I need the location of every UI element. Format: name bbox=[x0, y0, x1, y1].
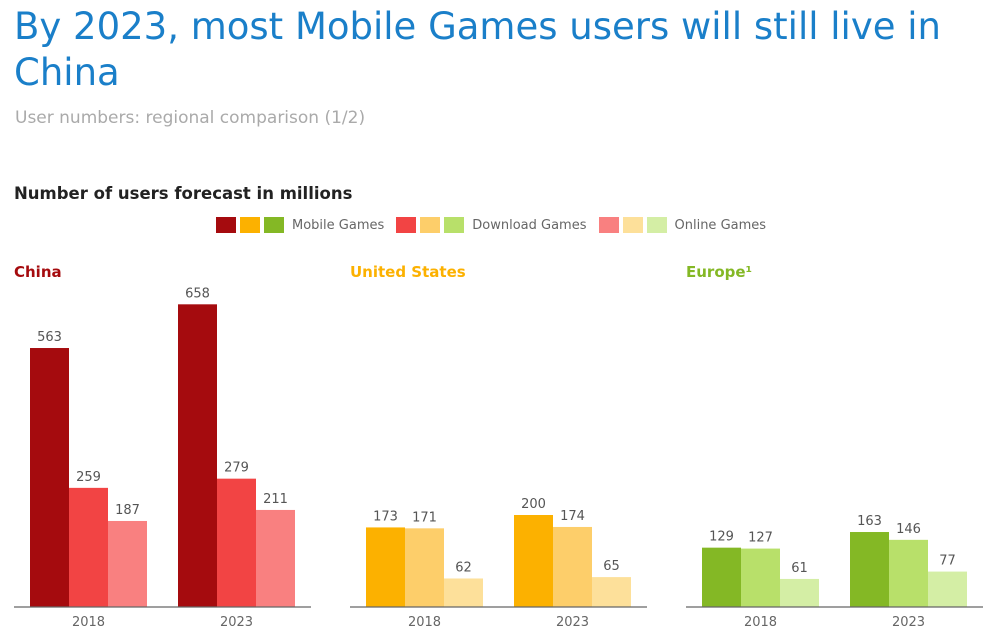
data-label: 259 bbox=[76, 470, 101, 485]
page-subtitle: User numbers: regional comparison (1/2) bbox=[15, 108, 366, 128]
bar bbox=[702, 547, 741, 607]
legend-label: Online Games bbox=[674, 217, 767, 233]
bar bbox=[514, 515, 553, 607]
data-label: 200 bbox=[521, 497, 546, 512]
bar bbox=[178, 304, 217, 607]
x-tick-label: 2023 bbox=[220, 615, 253, 630]
chart-title: Number of users forecast in millions bbox=[14, 184, 353, 203]
legend-swatch bbox=[396, 217, 417, 233]
bar bbox=[741, 548, 780, 607]
data-label: 65 bbox=[603, 559, 620, 574]
data-label: 77 bbox=[939, 554, 956, 569]
bar bbox=[850, 532, 889, 607]
bar bbox=[444, 578, 483, 607]
legend-swatch bbox=[216, 217, 236, 233]
data-label: 658 bbox=[185, 286, 210, 301]
legend-swatch bbox=[420, 217, 441, 233]
bar bbox=[366, 527, 405, 607]
legend-label: Download Games bbox=[472, 217, 587, 233]
panel-title: United States bbox=[350, 263, 466, 281]
x-tick-label: 2023 bbox=[892, 615, 925, 630]
legend-swatch bbox=[646, 217, 667, 233]
x-tick-label: 2018 bbox=[72, 615, 105, 630]
legend-swatch bbox=[240, 217, 260, 233]
legend-swatch bbox=[264, 217, 284, 233]
bar bbox=[928, 571, 967, 607]
data-label: 129 bbox=[709, 530, 734, 545]
bar bbox=[30, 348, 69, 607]
x-tick-label: 2018 bbox=[744, 615, 777, 630]
bar bbox=[780, 578, 819, 607]
legend-label: Mobile Games bbox=[292, 217, 385, 233]
legend-entry: Download Games bbox=[396, 217, 587, 233]
legend: Mobile Games Download Games Online Games bbox=[216, 217, 778, 233]
data-label: 62 bbox=[455, 560, 472, 575]
data-label: 563 bbox=[37, 330, 62, 345]
data-label: 173 bbox=[373, 509, 398, 524]
legend-swatch bbox=[598, 217, 619, 233]
x-tick-label: 2023 bbox=[556, 615, 589, 630]
bar bbox=[553, 526, 592, 607]
legend-swatch bbox=[622, 217, 643, 233]
page-title: By 2023, most Mobile Games users will st… bbox=[14, 5, 941, 94]
legend-entry: Online Games bbox=[598, 217, 767, 233]
legend-entry: Mobile Games bbox=[216, 217, 384, 233]
bar bbox=[592, 577, 631, 607]
data-label: 127 bbox=[748, 531, 773, 546]
x-tick-label: 2018 bbox=[408, 615, 441, 630]
data-label: 211 bbox=[263, 492, 288, 507]
data-label: 171 bbox=[412, 510, 437, 525]
bar bbox=[217, 478, 256, 607]
bar bbox=[108, 520, 147, 607]
data-label: 61 bbox=[791, 561, 808, 576]
legend-swatch bbox=[444, 217, 465, 233]
bar bbox=[405, 528, 444, 607]
panel-title: China bbox=[14, 263, 62, 281]
data-label: 279 bbox=[224, 461, 249, 476]
bar bbox=[889, 539, 928, 607]
data-label: 174 bbox=[560, 509, 585, 524]
data-label: 146 bbox=[896, 522, 921, 537]
data-label: 187 bbox=[115, 503, 140, 518]
bar bbox=[69, 487, 108, 607]
data-label: 163 bbox=[857, 514, 882, 529]
bar bbox=[256, 509, 295, 607]
panel-title: Europe¹ bbox=[686, 263, 752, 281]
